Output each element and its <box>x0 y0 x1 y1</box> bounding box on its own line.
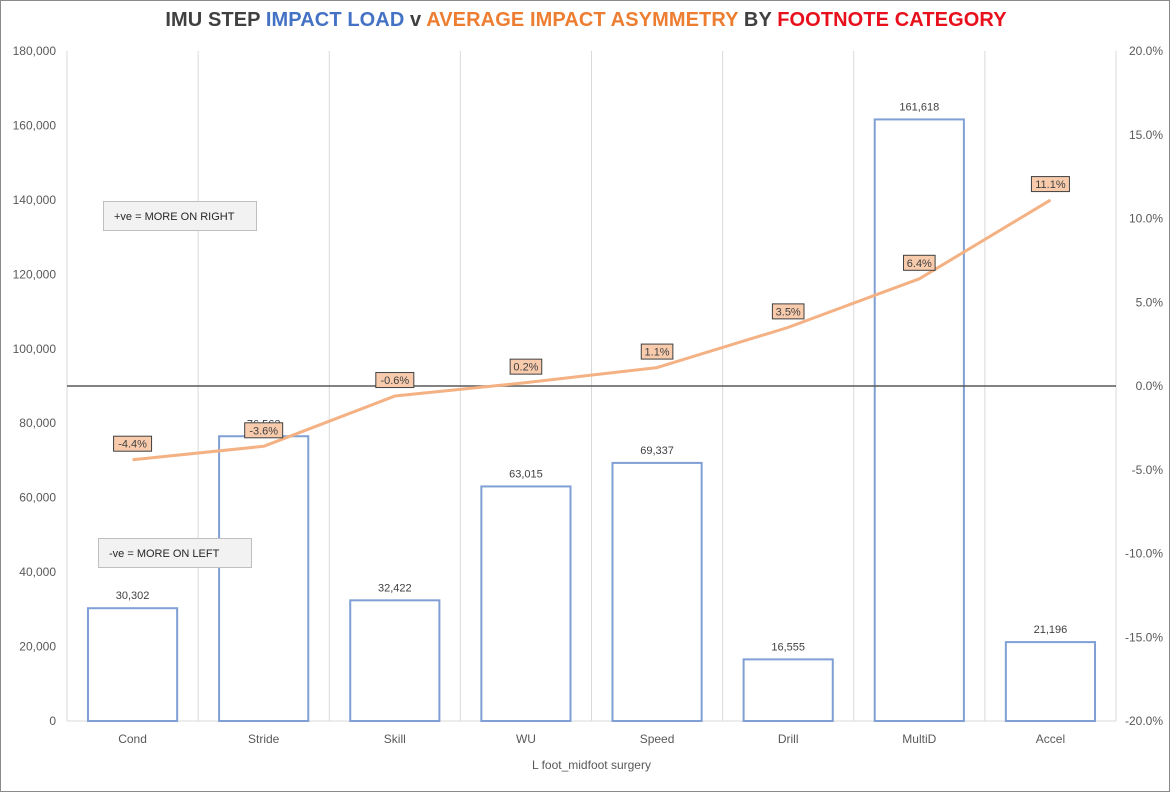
bar <box>218 435 310 722</box>
point-label-box <box>903 254 936 271</box>
point-data-label: 6.4% <box>907 258 932 270</box>
y2-tick-label: 20.0% <box>1129 44 1163 58</box>
y-tick-label: 160,000 <box>13 118 57 132</box>
y2-tick-label: -5.0% <box>1132 463 1164 477</box>
y-tick-label: 140,000 <box>13 193 57 207</box>
title-part: IMPACT LOAD <box>265 9 405 31</box>
y-tick-label: 120,000 <box>13 267 57 281</box>
y-tick-label: 40,000 <box>19 565 56 579</box>
negative-note: -ve = MORE ON LEFT <box>98 538 252 568</box>
y2-tick-label: 15.0% <box>1129 128 1163 142</box>
y2-tick-label: 5.0% <box>1136 295 1164 309</box>
y-tick-label: 60,000 <box>19 491 56 505</box>
bar <box>742 658 834 722</box>
y-tick-label: 180,000 <box>13 44 57 58</box>
y-tick-label: 80,000 <box>19 416 56 430</box>
y2-tick-label: 0.0% <box>1136 379 1164 393</box>
title-part: AVERAGE IMPACT ASYMMETRY <box>426 9 739 31</box>
x-tick-label: Skill <box>384 732 406 746</box>
x-tick-label: MultiD <box>902 732 936 746</box>
chart-title: IMU STEP IMPACT LOAD v AVERAGE IMPACT AS… <box>0 9 1172 32</box>
x-tick-label: Accel <box>1036 732 1065 746</box>
bar-data-label: 16,555 <box>771 641 805 653</box>
x-tick-label: WU <box>516 732 536 746</box>
bar-data-label: 69,337 <box>640 445 674 457</box>
point-label-box <box>509 358 543 375</box>
point-label-box <box>244 422 284 439</box>
bar <box>1004 641 1097 722</box>
point-data-label: 0.2% <box>513 362 538 374</box>
bar <box>611 461 703 722</box>
bar-data-label: 63,015 <box>509 468 543 480</box>
point-label-box <box>113 435 153 452</box>
x-tick-label: Drill <box>778 732 799 746</box>
title-part: BY <box>738 9 778 31</box>
y2-tick-label: -15.0% <box>1125 630 1163 644</box>
bar <box>480 485 572 722</box>
title-part: IMU STEP <box>165 9 266 31</box>
y2-tick-label: 10.0% <box>1129 212 1163 226</box>
title-part: FOOTNOTE CATEGORY <box>777 9 1007 31</box>
bar <box>86 607 179 723</box>
asymmetry-line <box>132 198 1052 462</box>
point-data-label: -0.6% <box>380 375 409 387</box>
y-tick-label: 100,000 <box>13 342 57 356</box>
bar <box>873 118 965 723</box>
point-data-label: 1.1% <box>645 347 670 359</box>
point-label-box <box>640 343 674 360</box>
bar-data-label: 32,422 <box>378 582 412 594</box>
point-label-box <box>771 303 805 320</box>
bar-data-label: 161,618 <box>899 101 939 113</box>
point-data-label: 3.5% <box>776 306 801 318</box>
y2-tick-label: -10.0% <box>1125 547 1163 561</box>
x-tick-label: Speed <box>640 732 675 746</box>
title-part: v <box>404 9 427 31</box>
bar-data-label: 30,302 <box>116 590 150 602</box>
point-label-box <box>1030 176 1070 193</box>
bar-data-label: 21,196 <box>1034 624 1068 636</box>
point-data-label: -4.4% <box>118 439 147 451</box>
x-tick-label: Stride <box>248 732 280 746</box>
y-tick-label: 0 <box>49 714 56 728</box>
point-data-label: 11.1% <box>1035 179 1066 191</box>
x-tick-label: Cond <box>118 732 147 746</box>
point-label-box <box>375 372 415 389</box>
x-axis-title: L foot_midfoot surgery <box>532 758 651 772</box>
point-data-label: -3.6% <box>249 425 278 437</box>
y2-tick-label: -20.0% <box>1125 714 1163 728</box>
bar <box>349 599 441 723</box>
positive-note: +ve = MORE ON RIGHT <box>103 201 257 231</box>
y-tick-label: 20,000 <box>19 640 56 654</box>
